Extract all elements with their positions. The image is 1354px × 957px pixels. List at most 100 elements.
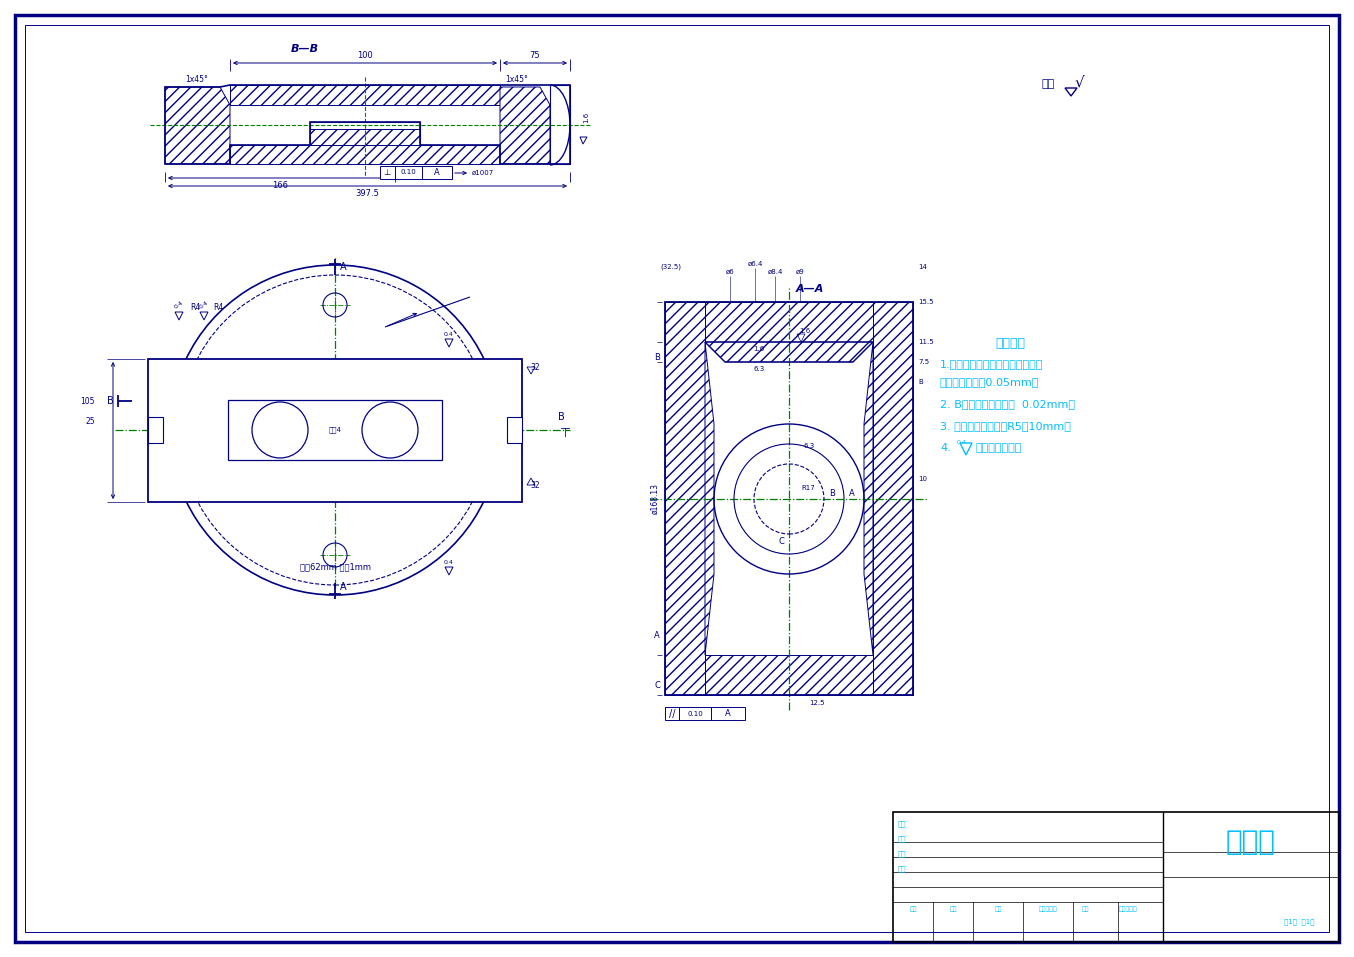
Text: A: A <box>435 168 440 177</box>
Text: 12.5: 12.5 <box>808 700 825 706</box>
Text: 4.: 4. <box>940 443 951 453</box>
Text: 166: 166 <box>272 181 288 190</box>
Bar <box>227 400 441 460</box>
Text: 0.10: 0.10 <box>686 710 703 717</box>
Polygon shape <box>705 342 873 362</box>
Text: 0.10: 0.10 <box>401 169 416 175</box>
Text: A: A <box>654 631 659 639</box>
Text: √: √ <box>1075 75 1085 90</box>
Text: 工艺: 工艺 <box>898 866 906 872</box>
Text: 共1张  第1张: 共1张 第1张 <box>1284 919 1315 925</box>
Text: 年、月、日: 年、月、日 <box>1118 906 1137 912</box>
Text: ø1007: ø1007 <box>473 170 494 176</box>
Bar <box>894 812 1339 942</box>
Polygon shape <box>165 87 230 164</box>
Text: 处数: 处数 <box>949 906 957 912</box>
Text: 105: 105 <box>80 397 95 407</box>
Text: 32: 32 <box>529 363 540 371</box>
Text: 15.5: 15.5 <box>918 299 933 305</box>
Text: 0.4: 0.4 <box>199 300 210 310</box>
Text: R4: R4 <box>190 302 200 311</box>
Text: A: A <box>849 489 854 499</box>
Text: 0.4: 0.4 <box>444 332 454 337</box>
Text: 14: 14 <box>918 264 927 270</box>
Text: 2. B面纵向的不平行度  0.02mm。: 2. B面纵向的不平行度 0.02mm。 <box>940 399 1075 409</box>
Text: 1.6: 1.6 <box>584 111 589 122</box>
Text: 制图: 制图 <box>898 835 906 842</box>
Bar <box>665 302 913 695</box>
Text: ø9: ø9 <box>796 269 804 275</box>
Text: 1x45°: 1x45° <box>505 75 528 83</box>
Text: ⊥: ⊥ <box>558 424 569 436</box>
Text: 技术要求: 技术要求 <box>995 337 1025 350</box>
Text: A: A <box>340 582 347 592</box>
Polygon shape <box>705 342 714 655</box>
Polygon shape <box>550 85 570 164</box>
Text: 1x45°: 1x45° <box>185 75 209 83</box>
Text: 槽宽62mm 槽长1mm: 槽宽62mm 槽长1mm <box>299 563 371 571</box>
Text: 签名: 签名 <box>1082 906 1089 912</box>
Bar <box>380 166 452 179</box>
Polygon shape <box>500 87 550 164</box>
Text: A—A: A—A <box>796 284 825 294</box>
Text: C: C <box>654 680 659 689</box>
Text: ⊥: ⊥ <box>383 168 390 177</box>
Text: C: C <box>779 538 784 546</box>
Text: 32: 32 <box>529 480 540 489</box>
Text: 25: 25 <box>85 417 95 427</box>
Polygon shape <box>230 145 500 164</box>
Text: 间隙（塞尺检）0.05mm。: 间隙（塞尺检）0.05mm。 <box>940 377 1040 387</box>
Polygon shape <box>230 85 500 105</box>
Polygon shape <box>310 129 420 145</box>
Text: B—B: B—B <box>291 44 320 54</box>
Text: 11.5: 11.5 <box>918 339 934 345</box>
Text: A: A <box>340 262 347 272</box>
Text: 0.4: 0.4 <box>173 300 184 310</box>
Text: 1.6: 1.6 <box>753 346 765 352</box>
Text: (32.5): (32.5) <box>659 264 681 270</box>
Bar <box>148 359 523 502</box>
Text: A: A <box>726 709 731 718</box>
Text: 397.5: 397.5 <box>356 189 379 198</box>
Text: B: B <box>558 412 565 422</box>
Text: B: B <box>107 396 114 406</box>
Text: 100: 100 <box>357 51 372 60</box>
Text: 审核: 审核 <box>898 851 906 857</box>
Text: 标记: 标记 <box>910 906 917 912</box>
Text: 其余: 其余 <box>1041 79 1055 89</box>
Text: B: B <box>654 352 659 362</box>
Polygon shape <box>873 302 913 695</box>
Text: 分区: 分区 <box>994 906 1002 912</box>
Polygon shape <box>705 655 873 695</box>
Text: 0.4: 0.4 <box>957 440 967 445</box>
Text: 更改文件号: 更改文件号 <box>1039 906 1057 912</box>
Text: 75: 75 <box>529 51 540 60</box>
Text: B: B <box>918 379 922 385</box>
Polygon shape <box>705 302 873 342</box>
Text: 3. 未注明的铸造圆角R5～10mm。: 3. 未注明的铸造圆角R5～10mm。 <box>940 421 1071 431</box>
Text: 槽宽4: 槽宽4 <box>329 427 341 434</box>
Text: ø168.13: ø168.13 <box>651 483 659 515</box>
Text: R4: R4 <box>213 302 223 311</box>
Text: 表面抛光处理。: 表面抛光处理。 <box>976 443 1022 453</box>
Polygon shape <box>665 302 705 695</box>
Text: 1.6: 1.6 <box>799 328 810 334</box>
Polygon shape <box>148 417 162 443</box>
Text: 0.4: 0.4 <box>444 560 454 565</box>
Bar <box>665 707 745 720</box>
Text: ø6: ø6 <box>726 269 734 275</box>
Polygon shape <box>506 417 523 443</box>
Text: 10: 10 <box>918 476 927 482</box>
Text: 1.燕尾导轨在用样板检查时不得有: 1.燕尾导轨在用样板检查时不得有 <box>940 359 1044 369</box>
Text: 7.5: 7.5 <box>918 359 929 365</box>
Text: R17: R17 <box>802 485 815 491</box>
Text: 零件图: 零件图 <box>1227 828 1275 856</box>
Text: B: B <box>829 489 835 499</box>
Text: ø6.4: ø6.4 <box>747 261 762 267</box>
Text: 设计: 设计 <box>898 821 906 827</box>
Text: //: // <box>669 708 676 719</box>
Text: 6.3: 6.3 <box>753 366 765 372</box>
Polygon shape <box>864 342 873 655</box>
Text: ø8.4: ø8.4 <box>768 269 783 275</box>
Text: 6.3: 6.3 <box>804 443 815 449</box>
